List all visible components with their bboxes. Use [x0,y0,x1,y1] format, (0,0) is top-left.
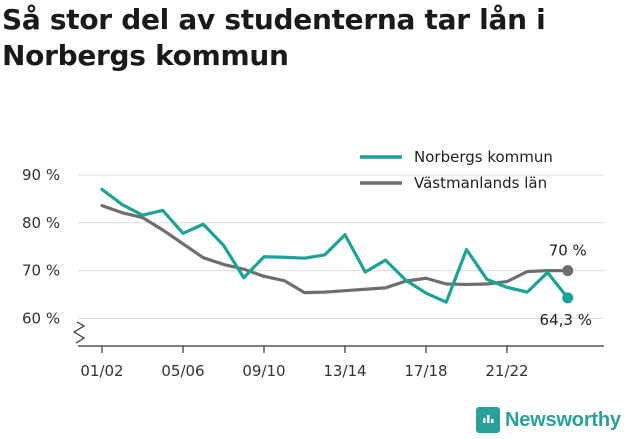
x-tick-label: 21/22 [485,362,528,380]
newsworthy-logo-icon [476,407,500,433]
legend-label: Norbergs kommun [414,148,553,166]
x-tick-label: 13/14 [323,362,366,380]
legend-label: Västmanlands län [414,174,547,192]
series-line [100,203,570,295]
end-label-norberg: 64,3 % [540,311,592,329]
axis-break-mark [72,321,86,344]
y-tick-label: 90 % [22,166,60,184]
y-tick-label: 80 % [22,214,60,232]
end-label-vastmanland: 70 % [549,242,587,260]
x-tick-label: 01/02 [80,362,123,380]
brand-name: Newsworthy [505,408,621,431]
series-lines: 70 % 64,3 % [100,187,592,329]
x-axis: 01/02 05/06 09/10 13/14 17/18 21/22 [72,321,604,380]
series-line [100,187,570,304]
newsworthy-logo: Newsworthy [476,407,621,433]
y-axis-ticks: 60 % 70 % 80 % 90 % [22,166,60,327]
y-tick-label: 70 % [22,262,60,280]
chart-title: Så stor del av studenterna tar lån i Nor… [2,3,546,72]
x-tick-label: 05/06 [161,362,204,380]
series-end-point [562,292,574,304]
x-tick-label: 09/10 [242,362,285,380]
legend: Norbergs kommun Västmanlands län [360,148,553,192]
series-end-point [562,265,574,277]
gridlines [78,174,604,319]
x-tick-label: 17/18 [404,362,447,380]
y-tick-label: 60 % [22,309,60,327]
